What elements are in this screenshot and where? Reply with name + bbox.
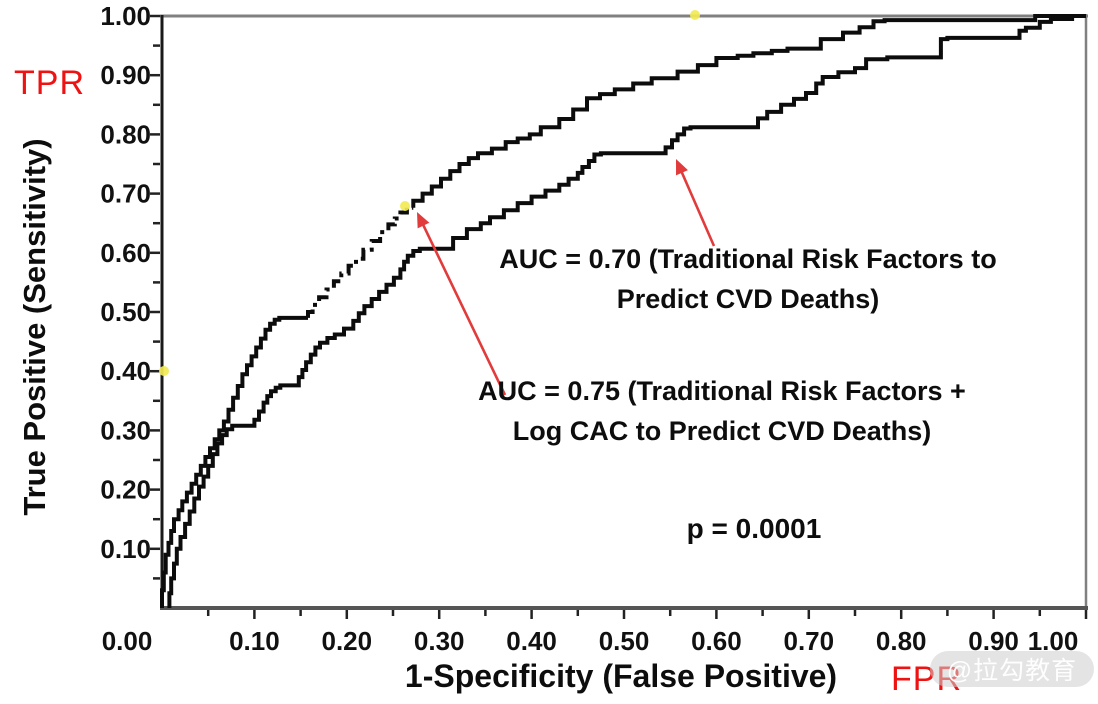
y-tick-label: 0.60	[100, 238, 151, 268]
y-tick-label: 0.70	[100, 179, 151, 209]
tpr-label: TPR	[14, 64, 85, 102]
roc-curve-log-cac	[160, 315, 308, 608]
auc-070-annotation: AUC = 0.70 (Traditional Risk Factors to …	[499, 239, 996, 319]
x-axis-title: 1-Specificity (False Positive)	[404, 658, 838, 694]
x-tick-label: 0.80	[876, 626, 927, 656]
x-tick-label: 0.40	[506, 626, 557, 656]
y-tick-label: 0.90	[100, 60, 151, 90]
x-tick-label: 0.30	[414, 626, 465, 656]
y-tick-label: 0.80	[100, 119, 151, 149]
annotation-line: AUC = 0.70 (Traditional Risk Factors to	[499, 244, 997, 274]
y-tick-label: 0.10	[100, 534, 151, 564]
highlight-dot-y-axis	[159, 366, 169, 376]
highlight-dot-curve	[400, 201, 410, 211]
roc-curve-log-cac	[411, 14, 1086, 208]
y-axis-title: True Positive (Sensitivity)	[17, 138, 52, 516]
p-value-annotation: p = 0.0001	[687, 509, 822, 549]
x-tick-label: 0.10	[229, 626, 280, 656]
arrow-to-auc075-curve	[421, 222, 507, 396]
arrow-to-auc070-curve-head	[676, 159, 688, 176]
annotation-line: AUC = 0.75 (Traditional Risk Factors +	[478, 376, 966, 406]
x-tick-label: 0.00	[102, 626, 153, 656]
x-tick-label: 0.60	[691, 626, 742, 656]
auc-075-annotation: AUC = 0.75 (Traditional Risk Factors + L…	[478, 371, 966, 451]
x-tick-label: 0.20	[321, 626, 372, 656]
y-tick-label: 0.40	[100, 356, 151, 386]
roc-curve-log-cac	[306, 205, 414, 318]
highlight-dot-top-border	[690, 10, 700, 20]
annotation-line: p = 0.0001	[686, 513, 822, 544]
arrow-to-auc070-curve	[679, 169, 716, 247]
y-tick-label: 1.00	[100, 1, 151, 31]
y-tick-label: 0.20	[100, 475, 151, 505]
y-tick-label: 0.50	[100, 297, 151, 327]
x-tick-label: 0.70	[783, 626, 834, 656]
x-tick-label: 0.50	[599, 626, 650, 656]
watermark-badge: @拉勾教育	[930, 651, 1094, 687]
y-tick-label: 0.30	[100, 415, 151, 445]
arrow-to-auc075-curve-head	[417, 212, 430, 229]
roc-curve-traditional	[167, 14, 1086, 608]
annotation-line: Predict CVD Deaths)	[616, 284, 880, 314]
watermark-text: @拉勾教育	[946, 657, 1078, 685]
annotation-line: Log CAC to Predict CVD Deaths)	[512, 416, 932, 446]
